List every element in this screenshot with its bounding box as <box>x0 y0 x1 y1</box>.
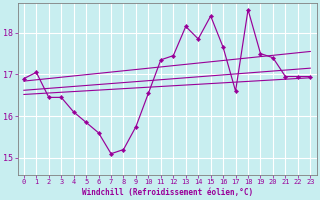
X-axis label: Windchill (Refroidissement éolien,°C): Windchill (Refroidissement éolien,°C) <box>82 188 253 197</box>
